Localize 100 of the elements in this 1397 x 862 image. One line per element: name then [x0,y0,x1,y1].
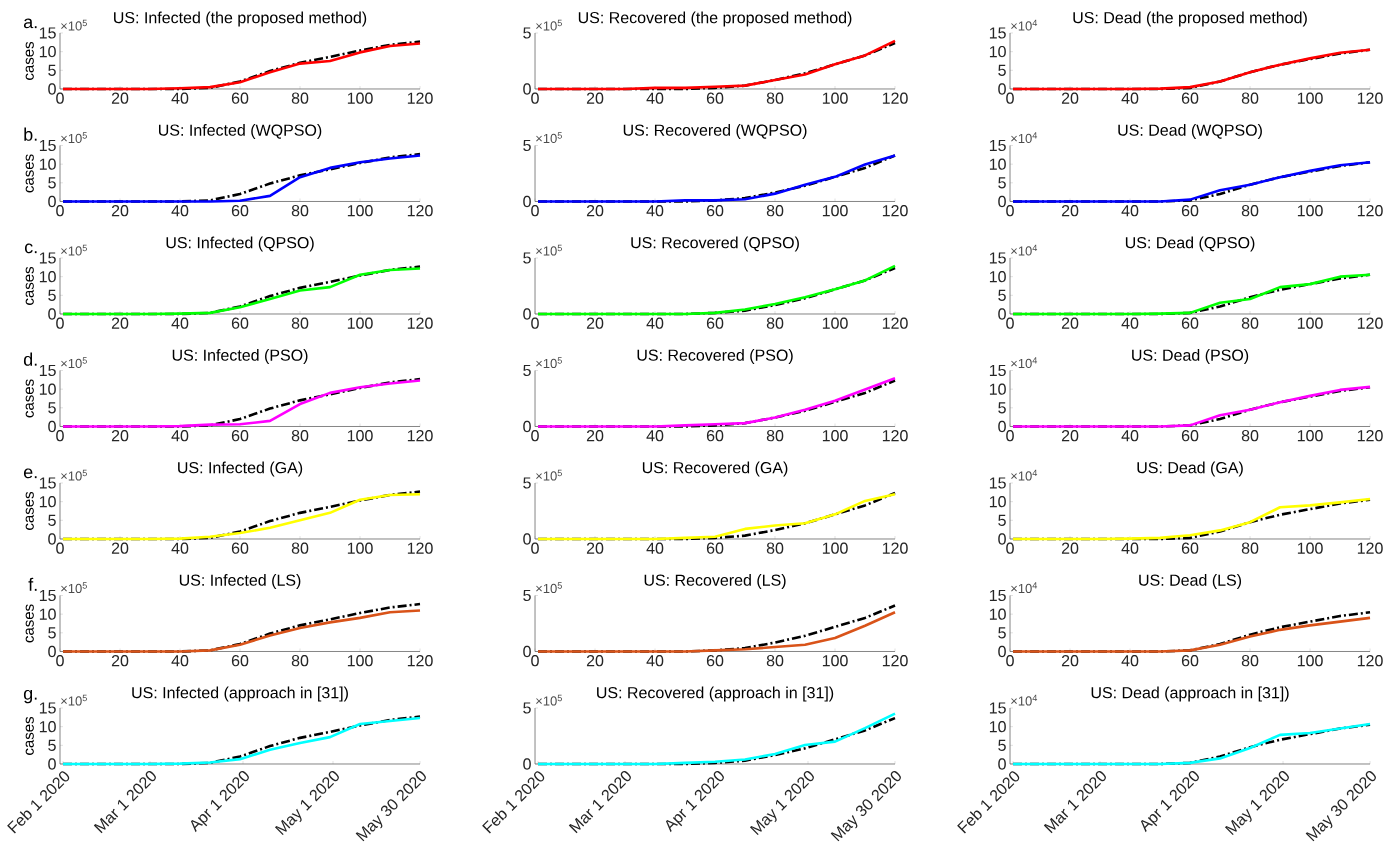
x-tick-label: 80 [1241,655,1259,667]
x-tick-label: 100 [1297,542,1323,554]
x-tick-label: 0 [1006,430,1014,442]
x-tick-label: 120 [407,542,433,554]
y-tick-label: 15 [39,139,56,152]
y-tick-label: 0 [48,645,56,658]
y-tick-label: 5 [48,64,56,76]
text: ×10$^{5}$ [61,19,87,31]
x-tick-label: 20 [111,430,129,442]
text: e. [23,468,37,479]
text: c. [24,243,37,254]
x-tick-label: 80 [1241,92,1259,104]
x-tick-label: 120 [407,92,433,104]
x-tick-label: 120 [882,205,908,217]
y-tick-label: 5 [48,289,56,301]
x-tick-label: 80 [291,655,309,667]
text: ×10$^{5}$ [536,582,562,594]
y-tick-label: 5 [998,739,1006,751]
x-tick-label: 120 [1357,205,1383,217]
y-tick-label: 0 [523,420,531,433]
x-tick-label: 20 [1061,542,1079,554]
y-tick-label: 5 [523,589,531,602]
x-tick-label: 120 [1357,430,1383,442]
x-tick-label: 0 [56,92,64,104]
y-tick-label: 0 [998,758,1006,770]
text: ×10$^{4}$ [1011,19,1038,31]
y-tick-label: 0 [523,533,531,545]
x-tick-label: 80 [766,430,784,442]
y-tick-label: 0 [48,83,56,95]
x-tick-label: 120 [1357,655,1383,667]
y-tick-label: 10 [39,45,56,58]
x-tick-label: 120 [407,430,433,442]
y-tick-label: 10 [989,721,1006,733]
y-tick-label: 5 [523,364,531,377]
text: ×10$^{5}$ [61,469,87,481]
x-tick-label: 80 [291,92,309,104]
text: f. [28,577,37,591]
x-tick-label: 40 [171,542,189,554]
y-tick-label: 5 [48,627,56,639]
y-tick-label: 15 [39,364,56,377]
x-tick-label: 40 [646,655,664,667]
y-tick-label: 5 [523,139,531,152]
y-tick-label: 10 [989,608,1006,620]
text: ×10$^{5}$ [61,694,87,706]
x-tick-label: 20 [111,655,129,667]
y-tick-label: 0 [998,645,1006,658]
chart-title: US: Dead (GA) [1137,461,1243,477]
y-tick-label: 10 [39,270,56,283]
x-tick-label: 60 [1181,205,1199,217]
chart-title: US: Infected (GA) [178,461,303,477]
x-tick-label: 80 [766,317,784,329]
y-axis-title: cases [25,266,34,305]
chart-title: US: Dead (QPSO) [1125,236,1255,252]
y-tick-label: 15 [989,139,1006,152]
x-tick-label: 40 [1121,317,1139,329]
y-axis-title: cases [25,491,34,530]
x-tick-label: 20 [111,92,129,104]
y-tick-label: 5 [998,627,1006,639]
y-tick-label: 10 [39,495,56,508]
x-tick-label: 60 [706,205,724,217]
x-tick-label: 40 [646,317,664,329]
x-tick-label: 20 [1061,655,1079,667]
x-tick-label: 60 [231,430,249,442]
x-tick-label: 80 [1241,205,1259,217]
y-tick-label: 0 [998,420,1006,433]
x-tick-label: 60 [1181,317,1199,329]
x-tick-label: 0 [531,542,539,554]
x-tick-label: 60 [1181,655,1199,667]
x-tick-label: 80 [766,655,784,667]
x-tick-label: 60 [706,542,724,554]
text: ×10$^{5}$ [61,357,87,369]
y-axis-title: cases [25,716,34,755]
y-axis-title: cases [25,379,34,418]
x-tick-label: 100 [347,205,373,217]
y-tick-label: 5 [48,402,56,414]
x-tick-label: 0 [56,205,64,217]
x-tick-label: 120 [1357,542,1383,554]
x-tick-label: 120 [882,92,908,104]
x-tick-label: 20 [586,205,604,217]
chart-title: US: Infected (PSO) [172,349,308,364]
chart-title: US: Infected (approach in [31]) [132,686,348,702]
y-tick-label: 0 [48,195,56,208]
text: d. [23,352,37,366]
x-tick-label: 20 [111,317,129,329]
x-tick-label: 40 [1121,655,1139,667]
x-tick-label: 100 [822,542,848,554]
x-tick-label: 0 [531,317,539,329]
chart-title: US: Dead (approach in [31]) [1091,686,1289,702]
y-tick-label: 0 [48,308,56,320]
x-tick-label: 60 [1181,92,1199,104]
y-tick-label: 10 [989,270,1006,283]
y-tick-label: 0 [523,645,531,658]
y-tick-label: 15 [39,252,56,264]
y-tick-label: 0 [48,758,56,770]
text: ×10$^{5}$ [61,582,87,594]
x-tick-label: 60 [706,92,724,104]
x-tick-label: 80 [291,317,309,329]
chart-title: US: Recovered (approach in [31]) [597,686,834,702]
x-tick-label: 60 [231,205,249,217]
x-tick-label: 20 [1061,317,1079,329]
